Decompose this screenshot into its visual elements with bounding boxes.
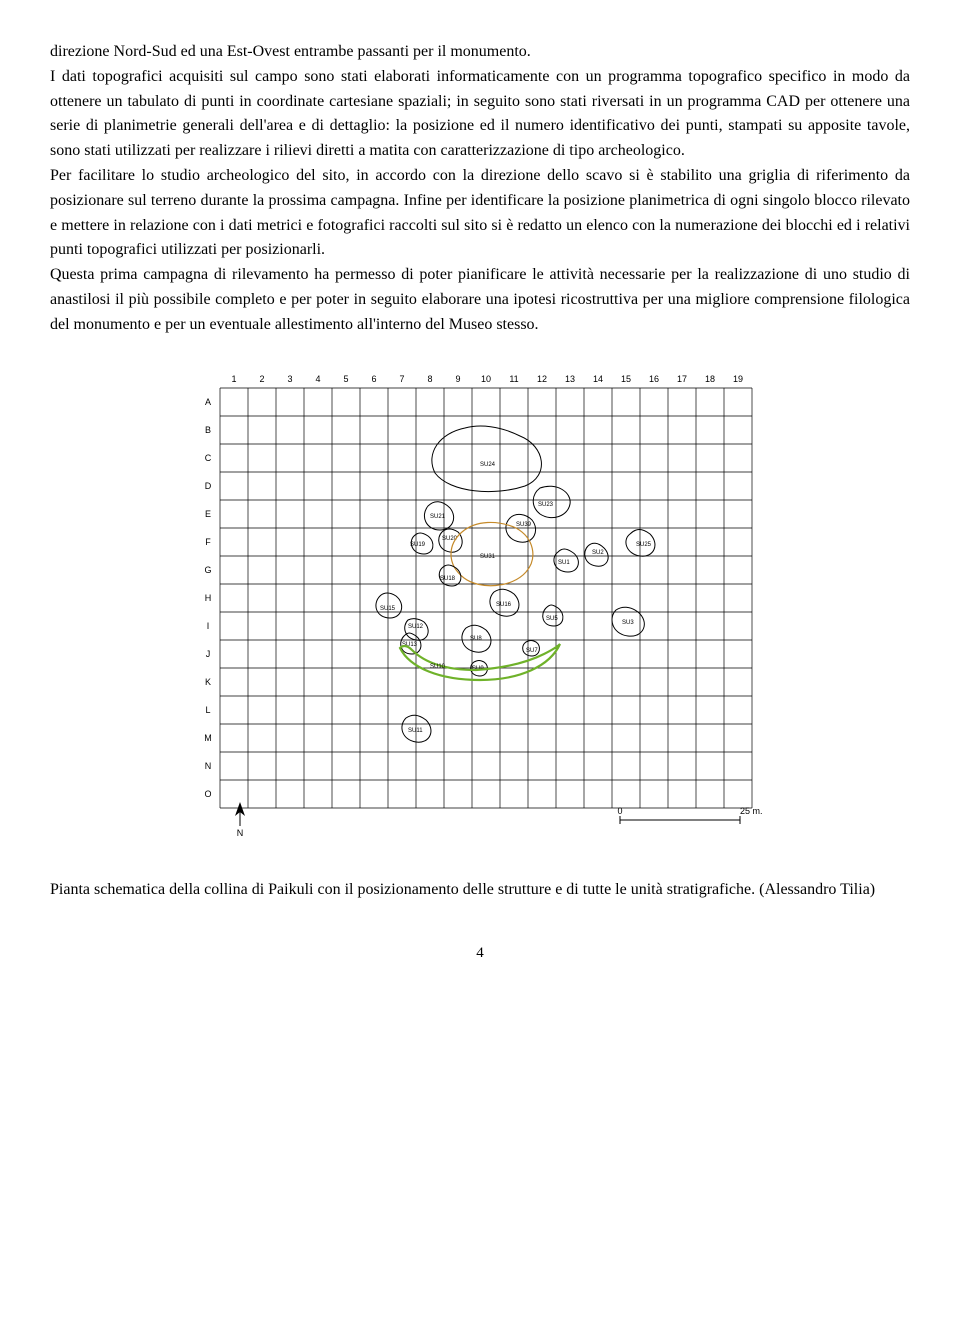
- svg-text:4: 4: [315, 374, 320, 384]
- svg-text:M: M: [204, 733, 212, 743]
- svg-text:B: B: [205, 425, 211, 435]
- svg-text:2: 2: [259, 374, 264, 384]
- svg-text:C: C: [205, 453, 212, 463]
- svg-text:13: 13: [565, 374, 575, 384]
- svg-text:I: I: [207, 621, 210, 631]
- svg-text:SU8: SU8: [470, 636, 482, 642]
- svg-text:SU11: SU11: [408, 728, 423, 734]
- svg-text:5: 5: [343, 374, 348, 384]
- svg-text:12: 12: [537, 374, 547, 384]
- svg-text:SU19: SU19: [410, 542, 426, 548]
- svg-text:SU18: SU18: [440, 576, 456, 582]
- svg-text:N: N: [205, 761, 212, 771]
- svg-text:19: 19: [733, 374, 743, 384]
- svg-text:K: K: [205, 677, 211, 687]
- svg-text:SU15: SU15: [380, 606, 396, 612]
- paragraph-4: Questa prima campagna di rilevamento ha …: [50, 263, 910, 337]
- figure-plan-map: 12345678910111213141516171819ABCDEFGHIJK…: [180, 368, 780, 848]
- svg-text:SU23: SU23: [538, 502, 554, 508]
- svg-text:J: J: [206, 649, 211, 659]
- svg-text:SU31: SU31: [480, 554, 496, 560]
- svg-text:N: N: [237, 828, 244, 838]
- paragraph-1: direzione Nord-Sud ed una Est-Ovest entr…: [50, 40, 910, 65]
- svg-text:F: F: [205, 537, 211, 547]
- svg-text:E: E: [205, 509, 211, 519]
- svg-text:11: 11: [509, 374, 518, 384]
- svg-text:1: 1: [231, 374, 236, 384]
- svg-text:L: L: [205, 705, 210, 715]
- paragraph-2: I dati topografici acquisiti sul campo s…: [50, 65, 910, 164]
- svg-text:SU1: SU1: [558, 560, 570, 566]
- svg-text:14: 14: [593, 374, 603, 384]
- svg-text:SU2: SU2: [592, 550, 604, 556]
- svg-text:SU3: SU3: [622, 620, 634, 626]
- svg-text:16: 16: [649, 374, 659, 384]
- figure-caption: Pianta schematica della collina di Paiku…: [50, 878, 910, 903]
- svg-text:6: 6: [371, 374, 376, 384]
- svg-text:A: A: [205, 397, 211, 407]
- svg-text:15: 15: [621, 374, 631, 384]
- svg-text:SU25: SU25: [636, 542, 652, 548]
- svg-text:SU5: SU5: [546, 616, 558, 622]
- svg-text:O: O: [204, 789, 211, 799]
- svg-text:SU24: SU24: [480, 462, 496, 468]
- svg-text:SU39: SU39: [516, 522, 532, 528]
- svg-text:8: 8: [427, 374, 432, 384]
- svg-text:9: 9: [455, 374, 460, 384]
- svg-text:SU16: SU16: [496, 602, 512, 608]
- svg-text:3: 3: [287, 374, 292, 384]
- svg-text:17: 17: [677, 374, 687, 384]
- svg-text:7: 7: [399, 374, 404, 384]
- svg-text:H: H: [205, 593, 212, 603]
- svg-text:SU7: SU7: [526, 648, 538, 654]
- svg-text:D: D: [205, 481, 212, 491]
- svg-text:SU21: SU21: [430, 514, 446, 520]
- svg-text:25 m.: 25 m.: [740, 806, 763, 816]
- svg-text:SU10: SU10: [430, 664, 446, 670]
- svg-text:18: 18: [705, 374, 715, 384]
- svg-text:SU12: SU12: [408, 624, 424, 630]
- svg-text:10: 10: [481, 374, 491, 384]
- paragraph-3: Per facilitare lo studio archeologico de…: [50, 164, 910, 263]
- svg-text:G: G: [204, 565, 211, 575]
- plan-svg: 12345678910111213141516171819ABCDEFGHIJK…: [180, 368, 780, 848]
- page-number: 4: [50, 942, 910, 965]
- svg-text:0: 0: [617, 806, 622, 816]
